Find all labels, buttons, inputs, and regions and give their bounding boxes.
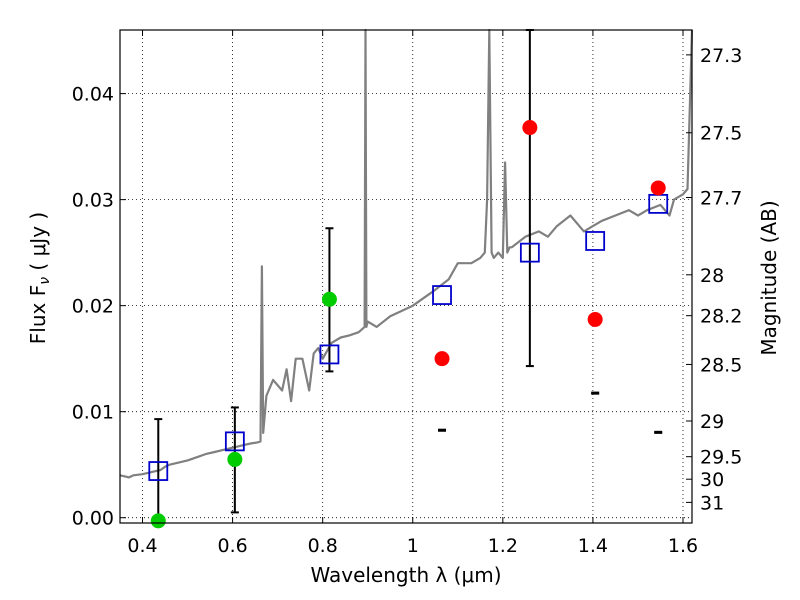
measured-point bbox=[522, 120, 538, 136]
measured-point bbox=[434, 351, 450, 367]
y-tick-label: 0.03 bbox=[72, 190, 114, 212]
y2-tick-label: 28 bbox=[700, 265, 724, 287]
y-tick-label: 0.04 bbox=[72, 84, 114, 106]
y2-tick-label: 29.5 bbox=[700, 447, 742, 469]
model-photometry-square bbox=[519, 242, 540, 263]
grid bbox=[120, 30, 692, 523]
y2-axis-label: Magnitude (AB) bbox=[757, 200, 781, 355]
y2-tick-label: 30 bbox=[700, 469, 724, 491]
y-axis-label-sub: ν bbox=[37, 277, 53, 285]
measured-point bbox=[587, 311, 603, 327]
model-sed-polyline bbox=[119, 28, 694, 479]
y-tick-label: 0.01 bbox=[72, 402, 114, 424]
y-axis-label: Flux Fν ( μJy ) bbox=[26, 212, 53, 344]
model-photometry-square bbox=[319, 344, 340, 365]
y2-tick-label: 27.3 bbox=[700, 45, 742, 67]
x-tick-label: 0.8 bbox=[308, 535, 338, 557]
plot-frame bbox=[119, 29, 693, 524]
measured-point bbox=[150, 513, 166, 529]
measured-point bbox=[321, 291, 337, 307]
x-axis-ticks: 0.4 0.6 0.8 1 1.2 1.4 1.6 bbox=[127, 30, 698, 557]
markers bbox=[148, 120, 669, 529]
model-photometry-square bbox=[148, 461, 169, 481]
measured-point bbox=[650, 180, 666, 196]
y-axis-ticks: 0.00 0.01 0.02 0.03 0.04 bbox=[72, 84, 126, 530]
x-tick-label: 1 bbox=[407, 535, 419, 557]
y-tick-label: 0.00 bbox=[72, 508, 114, 530]
y-axis-label-unit: ( μJy ) bbox=[26, 212, 50, 277]
x-axis-label: Wavelength λ (μm) bbox=[310, 563, 501, 587]
y-axis-label-main: Flux F bbox=[26, 285, 50, 344]
y2-tick-label: 27.5 bbox=[700, 123, 742, 145]
measured-point bbox=[227, 451, 243, 467]
x-tick-label: 1.4 bbox=[578, 535, 608, 557]
x-tick-label: 1.6 bbox=[668, 535, 698, 557]
model-photometry-square bbox=[585, 231, 606, 251]
x-tick-label: 0.4 bbox=[127, 535, 157, 557]
y2-tick-label: 27.7 bbox=[700, 187, 742, 209]
model-photometry-square bbox=[224, 431, 245, 452]
y2-tick-label: 29 bbox=[700, 411, 724, 433]
y2-tick-label: 31 bbox=[700, 492, 724, 514]
model-sed-line bbox=[119, 28, 694, 479]
x-tick-label: 0.6 bbox=[217, 535, 247, 557]
plot-background bbox=[120, 30, 692, 523]
y-tick-label: 0.02 bbox=[72, 296, 114, 318]
y2-tick-label: 28.2 bbox=[700, 306, 742, 328]
model-photometry-square bbox=[432, 285, 452, 305]
x-tick-label: 1.2 bbox=[488, 535, 518, 557]
y2-tick-label: 28.5 bbox=[700, 354, 742, 376]
